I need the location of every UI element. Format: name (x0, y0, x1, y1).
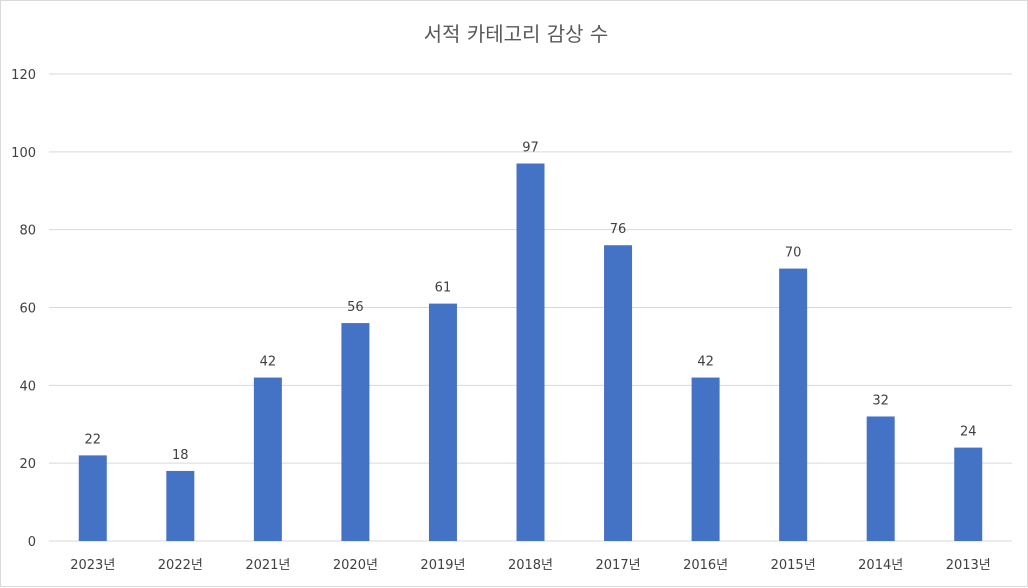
data-label: 42 (697, 355, 714, 370)
y-tick-label: 120 (11, 68, 36, 83)
data-label: 70 (785, 246, 802, 261)
x-tick-label: 2016년 (683, 558, 728, 573)
x-tick-label: 2015년 (771, 558, 816, 573)
y-tick-label: 40 (19, 379, 36, 394)
x-tick-label: 2020년 (333, 558, 378, 573)
bar (866, 416, 895, 541)
data-label: 76 (610, 222, 627, 237)
chart-title: 서적 카테고리 감상 수 (424, 22, 609, 46)
y-tick-label: 0 (28, 535, 36, 550)
x-tick-label: 2017년 (596, 558, 641, 573)
bar (779, 268, 808, 541)
bar (78, 455, 107, 541)
bar (691, 377, 720, 541)
data-label: 42 (260, 355, 277, 370)
data-label: 22 (84, 432, 101, 447)
data-label: 97 (522, 141, 539, 156)
data-label: 56 (347, 300, 364, 315)
x-tick-label: 2019년 (420, 558, 465, 573)
bar (604, 245, 633, 541)
bar (341, 323, 370, 541)
data-labels: 22 18 42 56 61 97 76 42 70 32 24 (84, 141, 976, 463)
data-label: 61 (435, 281, 452, 296)
y-tick-label: 100 (11, 146, 36, 161)
bars (78, 163, 983, 541)
y-tick-label: 80 (19, 224, 36, 239)
bar (166, 470, 195, 541)
data-label: 18 (172, 448, 189, 463)
y-tick-label: 20 (19, 457, 36, 472)
x-tick-label: 2023년 (70, 558, 115, 573)
data-label: 24 (960, 425, 977, 440)
y-axis: 0 20 40 60 80 100 120 (11, 68, 36, 550)
x-tick-label: 2013년 (946, 558, 991, 573)
bar (253, 377, 282, 541)
bar (954, 447, 983, 541)
y-tick-label: 60 (19, 302, 36, 317)
x-tick-label: 2022년 (158, 558, 203, 573)
x-tick-label: 2014년 (858, 558, 903, 573)
bar (516, 163, 545, 541)
x-tick-label: 2018년 (508, 558, 553, 573)
bar (428, 303, 457, 541)
x-axis: 2023년 2022년 2021년 2020년 2019년 2018년 2017년 2016년… (70, 558, 991, 573)
data-label: 32 (872, 393, 889, 408)
x-tick-label: 2021년 (245, 558, 290, 573)
